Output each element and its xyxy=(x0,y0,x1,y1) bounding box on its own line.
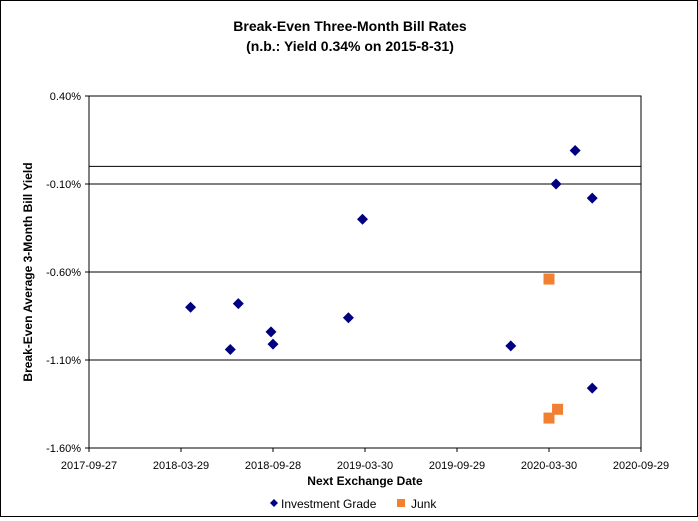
x-tick-label: 2018-03-29 xyxy=(153,460,209,472)
point-investment-grade xyxy=(232,298,244,310)
legend-diamond-marker xyxy=(270,499,278,507)
y-tick-label: -1.10% xyxy=(46,355,81,367)
point-junk xyxy=(543,412,555,424)
tick-labels: 0.40% -0.10% -0.60% -1.10% -1.60% 2017-09-27 2… xyxy=(46,91,669,472)
x-tick-label: 2019-09-29 xyxy=(429,460,485,472)
point-investment-grade xyxy=(267,338,279,350)
legend: Investment Grade Junk xyxy=(270,497,437,511)
point-investment-grade xyxy=(265,326,277,338)
y-axis-title: Break-Even Average 3-Month Bill Yield xyxy=(21,162,35,381)
legend-label-junk: Junk xyxy=(411,497,437,511)
point-investment-grade xyxy=(185,301,197,313)
point-investment-grade xyxy=(586,382,598,394)
x-axis-title: Next Exchange Date xyxy=(307,474,423,488)
point-junk xyxy=(543,273,555,285)
y-tick-label: -0.10% xyxy=(46,179,81,191)
point-investment-grade xyxy=(342,312,354,324)
point-junk xyxy=(552,403,564,415)
x-tick-label: 2020-09-29 xyxy=(613,460,669,472)
point-investment-grade xyxy=(569,145,581,157)
legend-label-investment-grade: Investment Grade xyxy=(281,497,377,511)
y-tick-label: -1.60% xyxy=(46,443,81,455)
chart-subtitle: (n.b.: Yield 0.34% on 2015-8-31) xyxy=(246,38,454,54)
x-tick-label: 2017-09-27 xyxy=(61,460,117,472)
x-tick-label: 2020-03-30 xyxy=(521,460,577,472)
point-investment-grade xyxy=(586,192,598,204)
point-investment-grade xyxy=(356,213,368,225)
legend-square-marker xyxy=(397,499,405,507)
plot-area xyxy=(88,95,642,449)
x-tick-label: 2018-09-28 xyxy=(245,460,301,472)
x-tick-label: 2019-03-30 xyxy=(337,460,393,472)
chart-title: Break-Even Three-Month Bill Rates xyxy=(233,18,467,34)
y-tick-label: 0.40% xyxy=(50,91,81,103)
gridlines xyxy=(89,165,641,361)
point-investment-grade xyxy=(505,340,517,352)
data-points xyxy=(185,145,598,424)
y-tick-label: -0.60% xyxy=(46,267,81,279)
point-investment-grade xyxy=(224,343,236,355)
point-investment-grade xyxy=(550,178,562,190)
